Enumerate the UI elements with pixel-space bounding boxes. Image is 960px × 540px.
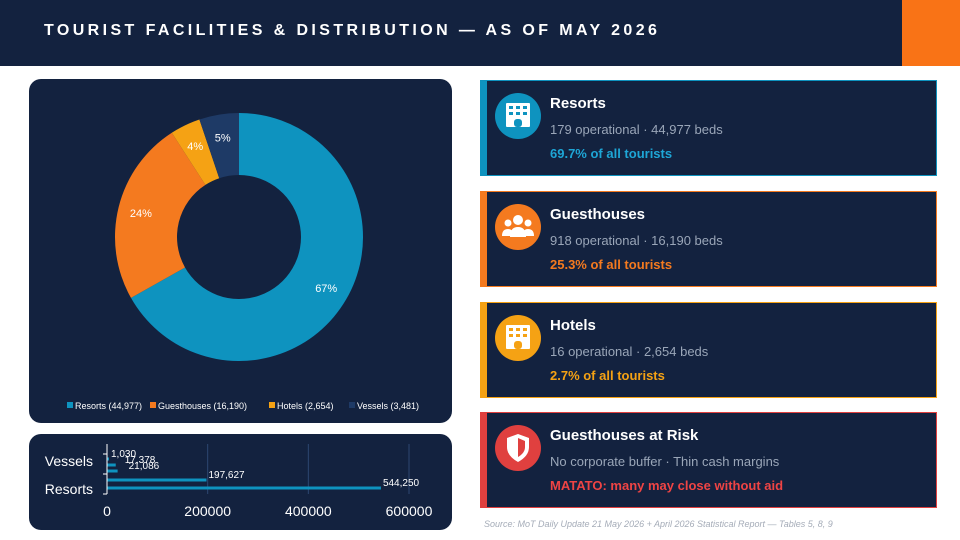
header-accent xyxy=(902,0,960,66)
donut-slice-resorts xyxy=(130,113,363,361)
card-detail: 16 operational · 2,654 beds xyxy=(550,344,709,359)
people-icon xyxy=(495,204,541,250)
page-title: TOURIST FACILITIES & DISTRIBUTION — AS O… xyxy=(44,22,661,39)
x-tick-label: 600000 xyxy=(386,503,433,519)
legend-item-vessels: Vessels (3,481) xyxy=(349,401,419,411)
card-guesthouses: Guesthouses 918 operational · 16,190 bed… xyxy=(480,191,937,287)
legend-label: Hotels (2,654) xyxy=(277,401,334,411)
donut-chart-panel: 67% 24% 4% 5% Resorts (44,977) Guesthouses (… xyxy=(29,79,452,423)
donut-data-label: 4% xyxy=(187,141,203,153)
card-title: Resorts xyxy=(550,95,606,112)
bar-mark xyxy=(107,469,118,473)
x-tick-label: 0 xyxy=(103,503,111,519)
bar-data-label: 21,086 xyxy=(129,461,160,472)
bar-chart-panel: 1,030 17,378 21,086 197,627 544,250 0 200000 4… xyxy=(29,434,452,530)
card-accent-bar xyxy=(481,413,487,507)
card-hotels: Hotels 16 operational · 2,654 beds 2.7% … xyxy=(480,302,937,398)
legend-label: Guesthouses (16,190) xyxy=(158,401,247,411)
legend-label: Vessels (3,481) xyxy=(357,401,419,411)
y-category-label: Resorts xyxy=(45,481,93,497)
legend-item-resorts: Resorts (44,977) xyxy=(67,401,142,411)
legend-swatch xyxy=(269,402,275,408)
bar-mark xyxy=(107,463,116,467)
donut-data-label: 5% xyxy=(215,132,231,144)
donut-chart: 67% 24% 4% 5% Resorts (44,977) Guesthouses (… xyxy=(67,113,419,411)
shield-icon xyxy=(495,425,541,471)
card-stat: 25.3% of all tourists xyxy=(550,257,673,272)
donut-data-label: 24% xyxy=(130,208,152,220)
card-detail: No corporate buffer · Thin cash margins xyxy=(550,454,780,469)
source-note: Source: MoT Daily Update 21 May 2026 + A… xyxy=(484,519,833,529)
y-category-label: Vessels xyxy=(45,453,93,469)
card-stat: 69.7% of all tourists xyxy=(550,146,673,161)
card-resorts: Resorts 179 operational · 44,977 beds 69… xyxy=(480,80,937,176)
legend-swatch xyxy=(150,402,156,408)
card-title: Hotels xyxy=(550,317,596,334)
bar-data-label: 17,378 xyxy=(125,455,156,466)
building-icon xyxy=(495,315,541,361)
legend-swatch xyxy=(349,402,355,408)
card-accent-bar xyxy=(481,81,487,175)
x-tick-label: 200000 xyxy=(184,503,231,519)
bar-mark xyxy=(107,486,381,490)
header-bar: TOURIST FACILITIES & DISTRIBUTION — AS O… xyxy=(0,0,902,66)
card-title: Guesthouses at Risk xyxy=(550,427,699,444)
bar-mark xyxy=(107,457,109,461)
card-guesthouses-at-risk: Guesthouses at Risk No corporate buffer … xyxy=(480,412,937,508)
card-stat: MATATO: many may close without aid xyxy=(550,478,784,493)
donut-data-label: 67% xyxy=(315,283,337,295)
legend-swatch xyxy=(67,402,73,408)
card-detail: 918 operational · 16,190 beds xyxy=(550,233,723,248)
bar-mark xyxy=(107,478,207,482)
card-accent-bar xyxy=(481,192,487,286)
building-icon xyxy=(495,93,541,139)
legend-item-guesthouses: Guesthouses (16,190) xyxy=(150,401,247,411)
bar-data-label: 544,250 xyxy=(383,478,420,489)
card-detail: 179 operational · 44,977 beds xyxy=(550,122,723,137)
legend-item-hotels: Hotels (2,654) xyxy=(269,401,334,411)
card-title: Guesthouses xyxy=(550,206,646,223)
legend-label: Resorts (44,977) xyxy=(75,401,142,411)
card-accent-bar xyxy=(481,303,487,397)
x-tick-label: 400000 xyxy=(285,503,332,519)
card-stat: 2.7% of all tourists xyxy=(550,368,665,383)
bar-data-label: 1,030 xyxy=(111,449,136,460)
bar-data-label: 197,627 xyxy=(208,470,245,481)
donut-slice-vessels xyxy=(199,113,239,179)
donut-slice-hotels xyxy=(171,119,220,185)
donut-slice-guesthouses xyxy=(115,132,206,298)
